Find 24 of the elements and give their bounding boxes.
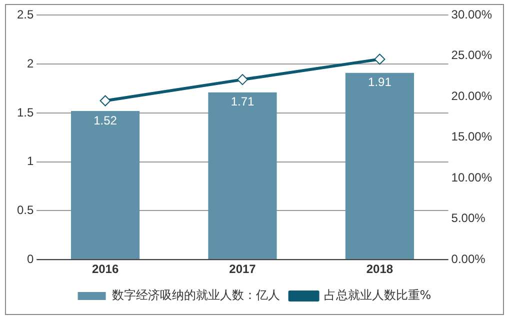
y2-tick-label: 15.00% xyxy=(451,130,492,144)
y-tick-label: 0.5 xyxy=(16,203,34,218)
y-tick-label: 2 xyxy=(26,56,34,70)
y2-tick-label: 25.00% xyxy=(451,48,492,62)
y2-tick-label: 30.00% xyxy=(451,8,492,22)
point xyxy=(374,54,386,65)
y-tick-label: 1 xyxy=(26,154,34,168)
point xyxy=(236,74,248,86)
x-tick-label: 2018 xyxy=(366,262,394,276)
y-tick-label: 1.5 xyxy=(16,105,34,120)
y2-tick-label: 0.00% xyxy=(451,252,486,266)
y2-tick-label: 10.00% xyxy=(451,170,492,184)
x-tick-label: 2016 xyxy=(92,262,119,276)
data-label: 1.91 xyxy=(368,75,392,90)
y2-tick-label: 5.00% xyxy=(451,211,486,226)
legend-label: 占总就业人数比重% xyxy=(324,288,432,302)
y-tick-label: 0 xyxy=(26,252,34,266)
x-tick-label: 2017 xyxy=(229,262,256,276)
y2-tick-label: 20.00% xyxy=(451,88,492,103)
y-tick-label: 2.5 xyxy=(16,8,34,22)
legend-label: 数字经济吸纳的就业人数：亿人 xyxy=(112,288,280,302)
data-label: 1.71 xyxy=(230,94,254,109)
point xyxy=(100,95,111,106)
data-label: 1.52 xyxy=(94,113,118,128)
